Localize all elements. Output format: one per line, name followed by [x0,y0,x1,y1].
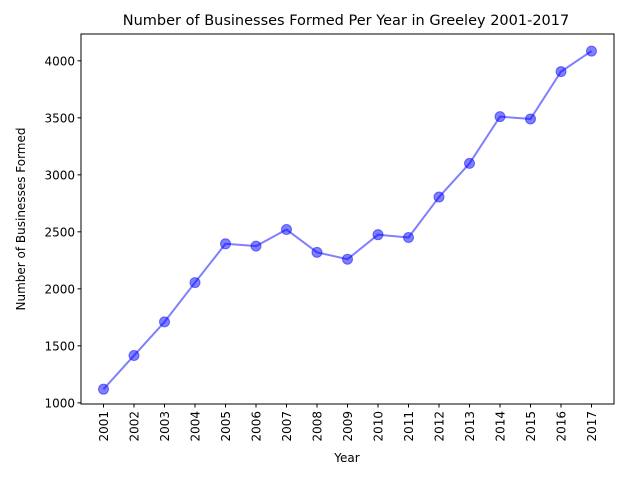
x-tick-label: 2004 [189,411,203,442]
y-axis-label: Number of Businesses Formed [14,128,28,311]
plot-area [80,33,615,405]
data-point [159,316,170,328]
x-tick-label: 2015 [524,411,538,442]
data-point [372,229,384,241]
y-tick-label: 2000 [44,282,75,296]
series-line [102,50,593,390]
data-point [525,113,536,125]
data-point [281,224,292,236]
data-point [433,191,445,203]
x-tick-label: 2006 [250,411,264,442]
data-point [555,66,567,78]
data-point [403,232,414,244]
data-point [128,350,140,362]
data-point [586,45,597,57]
x-tick-label: 2010 [372,411,386,442]
y-tick-label: 3500 [44,111,75,125]
x-tick-label: 2007 [280,411,294,442]
y-tick-label: 3000 [44,168,75,182]
data-point [220,238,231,250]
x-tick-label: 2003 [158,411,172,442]
x-axis: 2001 2002 2003 2004 2005 2006 2007 2008 2009 2010… [97,404,599,442]
data-point [311,246,323,258]
data-point [342,253,353,265]
x-tick-label: 2002 [128,411,142,442]
data-point [189,277,201,289]
x-tick-label: 2011 [402,411,416,442]
x-tick-label: 2009 [341,411,355,442]
x-tick-label: 2016 [555,411,569,442]
y-tick-label: 1500 [44,339,75,353]
y-tick-label: 2500 [44,225,75,239]
data-point [494,111,506,123]
x-tick-label: 2013 [463,411,477,442]
x-tick-label: 2001 [97,411,111,442]
chart-title: Number of Businesses Formed Per Year in … [123,13,569,29]
x-tick-label: 2014 [494,411,508,442]
x-tick-label: 2017 [585,411,599,442]
x-axis-label: Year [333,451,359,465]
x-tick-label: 2005 [219,411,233,442]
data-point [250,240,262,252]
y-axis: 1000 1500 2000 2500 3000 3500 4000 [44,54,81,410]
x-tick-label: 2012 [433,411,447,442]
series-businesses-formed [98,45,597,395]
x-tick-label: 2008 [311,411,325,442]
y-tick-label: 4000 [44,54,75,68]
data-point [464,157,475,169]
y-tick-label: 1000 [44,396,75,410]
data-point [98,383,109,395]
